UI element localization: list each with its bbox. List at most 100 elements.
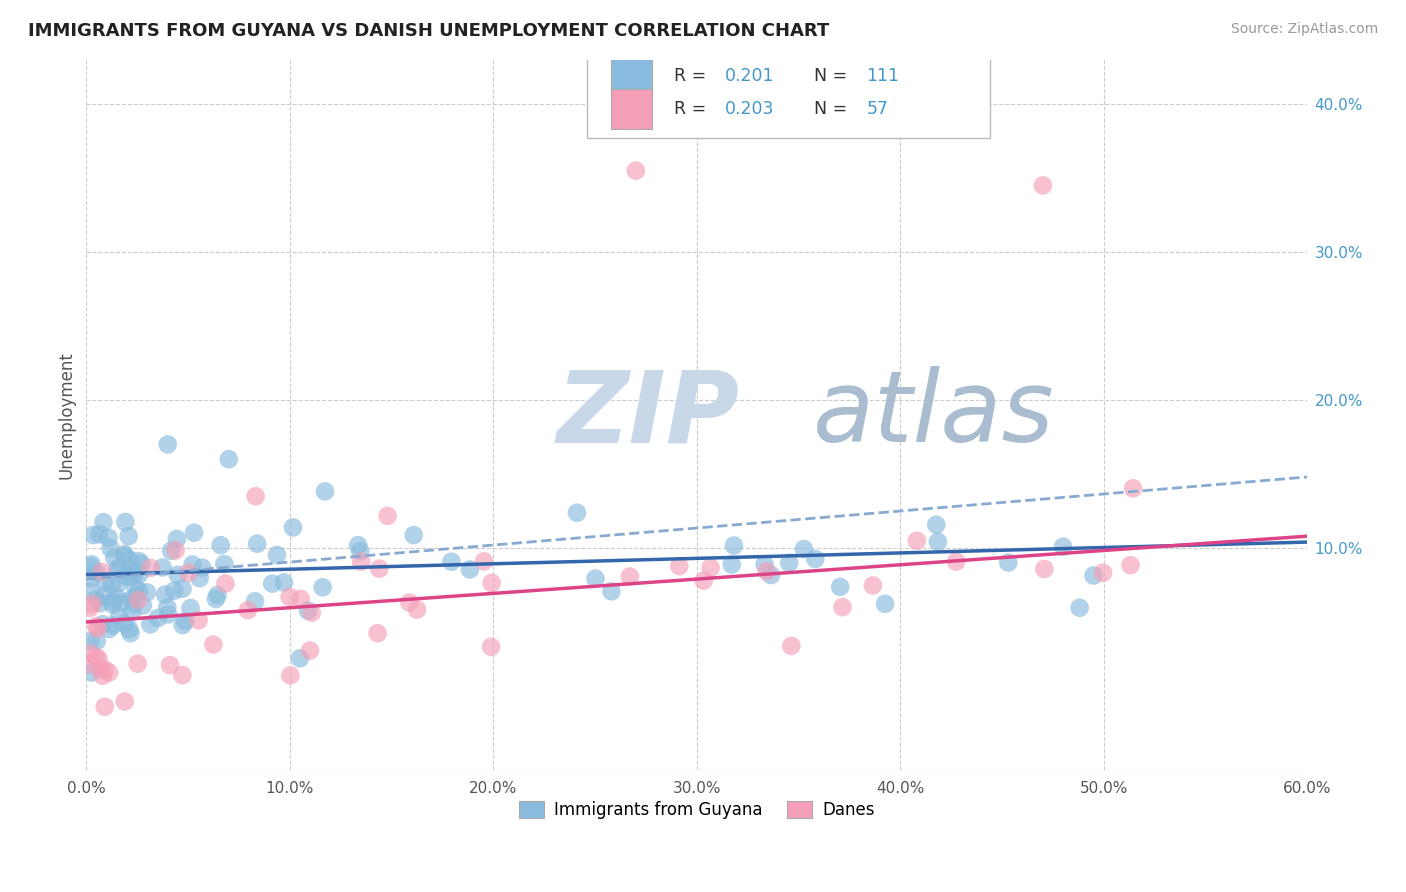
- Point: [131, 557, 153, 571]
- Point: [91, 669, 114, 683]
- Point: [79, 634, 101, 648]
- Point: [110, 595, 132, 609]
- FancyBboxPatch shape: [612, 56, 651, 95]
- FancyBboxPatch shape: [586, 53, 990, 137]
- Point: [205, 592, 228, 607]
- Point: [180, 601, 202, 615]
- Point: [139, 561, 162, 575]
- Point: [105, 590, 128, 604]
- Point: [101, 595, 124, 609]
- Point: [120, 626, 142, 640]
- Point: [793, 542, 815, 557]
- Point: [139, 617, 162, 632]
- Point: [107, 576, 129, 591]
- Text: Source: ZipAtlas.com: Source: ZipAtlas.com: [1230, 22, 1378, 37]
- Point: [115, 569, 138, 583]
- Point: [114, 547, 136, 561]
- Point: [583, 572, 606, 586]
- Point: [103, 550, 125, 565]
- Point: [183, 525, 205, 540]
- Point: [1092, 566, 1115, 580]
- Point: [349, 544, 371, 558]
- Point: [280, 668, 302, 682]
- Point: [266, 548, 288, 562]
- Point: [600, 584, 623, 599]
- Point: [94, 663, 117, 677]
- Point: [181, 558, 204, 572]
- Point: [699, 561, 721, 575]
- Point: [93, 515, 115, 529]
- Point: [367, 626, 389, 640]
- Point: [273, 575, 295, 590]
- Text: N =: N =: [814, 100, 853, 118]
- Point: [128, 567, 150, 582]
- Point: [202, 638, 225, 652]
- Point: [124, 581, 146, 595]
- Text: 0.201: 0.201: [725, 67, 775, 85]
- Point: [120, 570, 142, 584]
- Point: [166, 567, 188, 582]
- Point: [472, 554, 495, 568]
- Point: [79, 584, 101, 599]
- Point: [402, 528, 425, 542]
- Point: [122, 598, 145, 612]
- Point: [160, 544, 183, 558]
- Point: [830, 580, 852, 594]
- Point: [311, 580, 333, 594]
- Point: [214, 576, 236, 591]
- Text: 111: 111: [866, 67, 900, 85]
- Point: [132, 599, 155, 613]
- Point: [125, 589, 148, 603]
- Point: [297, 604, 319, 618]
- Point: [156, 437, 179, 451]
- Point: [79, 647, 101, 661]
- Point: [100, 577, 122, 591]
- Point: [720, 558, 742, 572]
- Point: [177, 566, 200, 580]
- Point: [875, 597, 897, 611]
- Point: [174, 614, 197, 628]
- Point: [128, 554, 150, 568]
- Point: [90, 565, 112, 579]
- Point: [82, 597, 104, 611]
- Point: [565, 506, 588, 520]
- Point: [94, 588, 117, 602]
- Point: [301, 606, 323, 620]
- Point: [163, 583, 186, 598]
- Point: [1052, 540, 1074, 554]
- Point: [350, 555, 373, 569]
- Point: [117, 529, 139, 543]
- Point: [86, 566, 108, 580]
- Point: [79, 600, 101, 615]
- Point: [624, 163, 647, 178]
- Point: [80, 571, 103, 585]
- Point: [89, 527, 111, 541]
- Point: [481, 575, 503, 590]
- Point: [288, 651, 311, 665]
- Point: [166, 532, 188, 546]
- Point: [101, 618, 124, 632]
- Point: [191, 560, 214, 574]
- Point: [347, 538, 370, 552]
- Point: [114, 616, 136, 631]
- Point: [290, 591, 312, 606]
- Point: [84, 650, 107, 665]
- Point: [84, 592, 107, 607]
- Point: [754, 558, 776, 572]
- Point: [108, 609, 131, 624]
- Point: [159, 658, 181, 673]
- Point: [172, 668, 194, 682]
- Point: [398, 595, 420, 609]
- Point: [152, 560, 174, 574]
- Point: [121, 606, 143, 620]
- Point: [80, 558, 103, 572]
- Point: [124, 568, 146, 582]
- Point: [778, 556, 800, 570]
- Point: [165, 543, 187, 558]
- Point: [86, 619, 108, 633]
- Point: [458, 562, 481, 576]
- Point: [479, 640, 502, 654]
- Point: [97, 531, 120, 545]
- Point: [804, 552, 827, 566]
- Point: [94, 575, 117, 590]
